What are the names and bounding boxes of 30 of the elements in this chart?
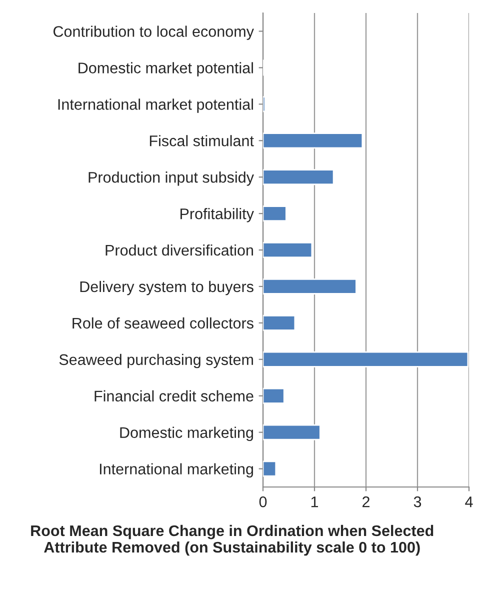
y-tick-label: Production input subsidy — [88, 172, 254, 186]
y-tick-label: Product diversification — [106, 244, 253, 256]
y-tick-label: Contribution to local economy — [53, 26, 254, 40]
bar — [263, 169, 334, 186]
x-tick-label: 0 — [259, 496, 267, 508]
bar — [263, 96, 266, 112]
y-tick-label: Financial credit scheme — [94, 390, 254, 402]
y-tick-label: Domestic market potential — [78, 62, 253, 76]
x-tick-label: 3 — [414, 496, 422, 508]
y-tick-label: Delivery system to buyers — [80, 280, 254, 296]
bar — [263, 206, 287, 222]
bar — [263, 460, 277, 477]
bar — [263, 242, 313, 258]
x-axis-title: Root Mean Square Change in Ordination when Selected Attribute Removed (on Sustainability scale 0 to 100) — [31, 524, 434, 556]
bar — [263, 278, 357, 294]
x-tick-label: 1 — [311, 496, 318, 508]
bar — [263, 388, 285, 404]
y-tick-label: International marketing — [100, 463, 253, 478]
x-tick-label: 4 — [465, 496, 473, 508]
y-tick-label: Fiscal stimulant — [150, 135, 254, 146]
bar — [263, 132, 364, 149]
bar — [263, 351, 469, 368]
y-tick-label: Seaweed purchasing system — [59, 354, 253, 368]
x-tick-label: 2 — [362, 496, 370, 508]
y-tick-label: Domestic marketing — [120, 426, 253, 442]
y-tick-label: Profitability — [180, 208, 254, 222]
bar — [263, 424, 321, 440]
y-tick-label: Role of seaweed collectors — [72, 317, 254, 329]
y-tick-label: International market potential — [58, 98, 253, 113]
bar — [263, 314, 296, 331]
